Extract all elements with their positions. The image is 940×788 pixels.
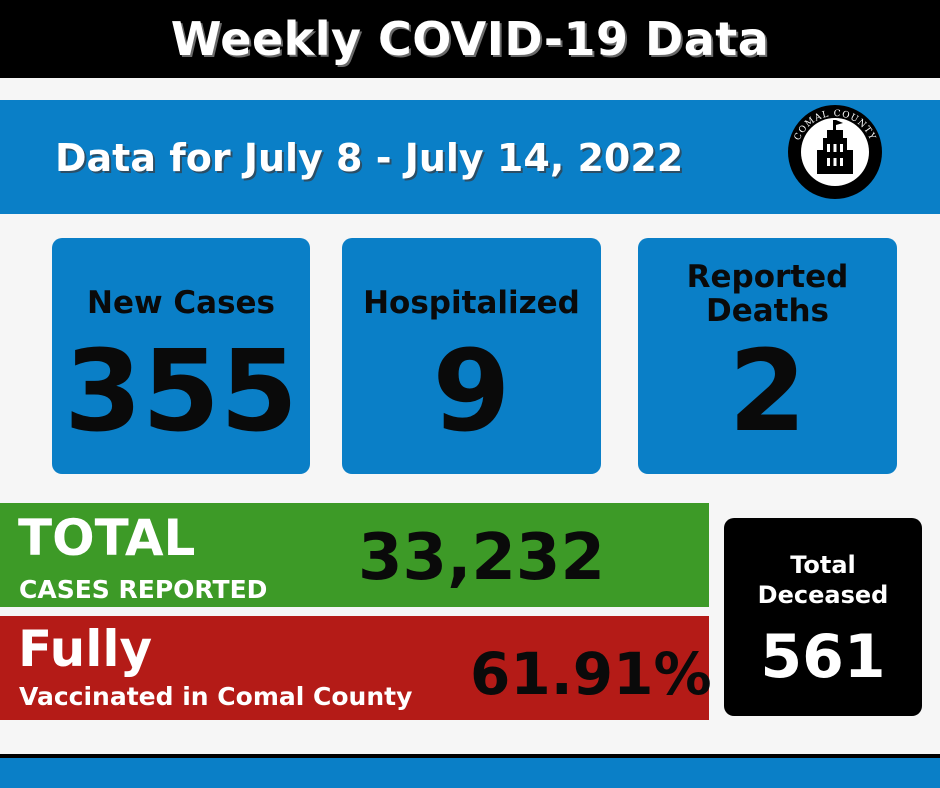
page-title: Weekly COVID-19 Data <box>170 12 770 66</box>
reported-deaths-value: 2 <box>728 327 807 457</box>
total-deceased-value: 561 <box>760 622 886 692</box>
total-deceased-label: Total Deceased <box>724 550 922 610</box>
reported-deaths-card: Reported Deaths 2 <box>638 238 897 474</box>
bottom-divider <box>0 754 940 758</box>
vaccinated-value: 61.91% <box>470 640 712 708</box>
date-band: Data for July 8 - July 14, 2022 <box>0 100 940 214</box>
total-cases-subtitle: CASES REPORTED <box>19 575 268 604</box>
new-cases-value: 355 <box>64 327 298 457</box>
new-cases-card: New Cases 355 <box>52 238 310 474</box>
header-bar: Weekly COVID-19 Data <box>0 0 940 78</box>
total-cases-title: TOTAL <box>18 509 196 567</box>
total-deceased-box: Total Deceased 561 <box>724 518 922 716</box>
svg-text:TEXAS: TEXAS <box>816 173 853 187</box>
hospitalized-label: Hospitalized <box>363 285 580 321</box>
new-cases-label: New Cases <box>87 285 275 321</box>
total-cases-band: TOTAL CASES REPORTED 33,232 <box>0 503 709 607</box>
bottom-band <box>0 758 940 788</box>
total-deceased-label-line1: Total <box>790 551 856 579</box>
total-cases-value: 33,232 <box>358 521 605 595</box>
reported-deaths-label-line1: Reported <box>686 259 849 295</box>
hospitalized-card: Hospitalized 9 <box>342 238 601 474</box>
hospitalized-value: 9 <box>432 327 511 457</box>
vaccinated-subtitle: Vaccinated in Comal County <box>19 682 413 711</box>
comal-county-seal-logo: COMAL COUNTY TEXAS <box>788 105 882 199</box>
total-deceased-label-line2: Deceased <box>757 581 889 609</box>
date-range-text: Data for July 8 - July 14, 2022 <box>55 136 684 180</box>
reported-deaths-label: Reported Deaths <box>638 260 897 328</box>
vaccinated-band: Fully Vaccinated in Comal County 61.91% <box>0 616 712 720</box>
vaccinated-title: Fully <box>18 620 153 678</box>
reported-deaths-label-line2: Deaths <box>705 293 830 329</box>
